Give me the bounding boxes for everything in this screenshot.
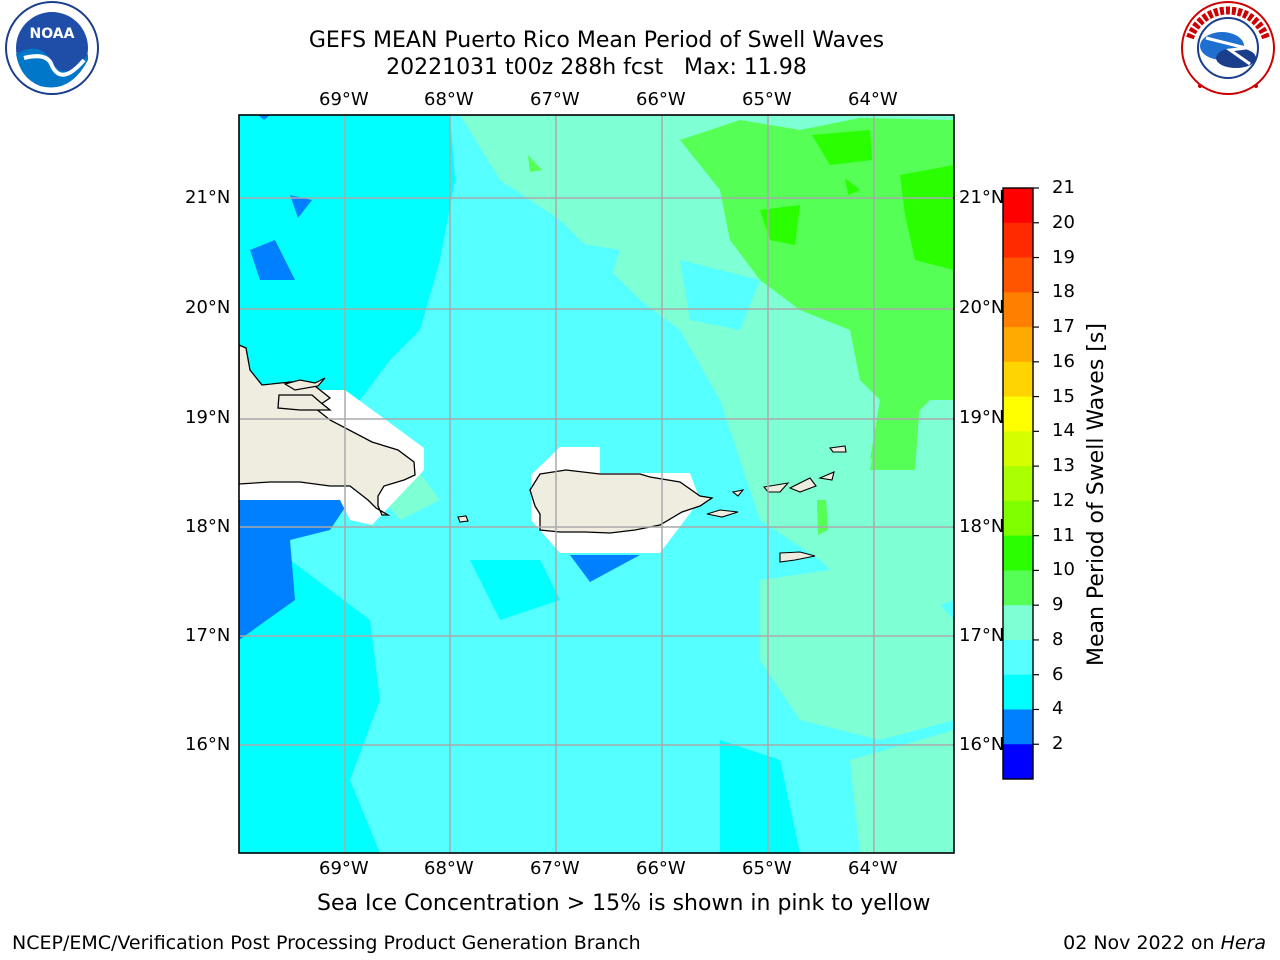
sea-ice-caption: Sea Ice Concentration > 15% is shown in …: [317, 891, 931, 916]
colorbar: [1001, 182, 1039, 785]
colorbar-tick-label: 16: [1052, 350, 1075, 372]
colorbar-tick-label: 19: [1052, 246, 1075, 268]
colorbar-tick-label: 4: [1052, 698, 1064, 720]
colorbar-tick-label: 11: [1052, 524, 1075, 546]
colorbar-swatch: [1003, 500, 1033, 537]
lon-label-bottom: 65°W: [742, 858, 792, 879]
lon-label-bottom: 66°W: [636, 858, 686, 879]
colorbar-tick-label: 14: [1052, 420, 1075, 442]
colorbar-swatch: [1003, 361, 1033, 398]
colorbar-tick-label: 9: [1052, 594, 1064, 616]
colorbar-tick-label: 21: [1052, 177, 1075, 198]
colorbar-frame: [1002, 187, 1034, 780]
svg-text:NOAA: NOAA: [30, 26, 75, 42]
lat-label-right: 17°N: [959, 625, 1005, 646]
footer-date: 02 Nov 2022 on Hera: [1063, 932, 1266, 954]
colorbar-tick-label: 8: [1052, 628, 1064, 650]
colorbar-tick-label: 10: [1052, 559, 1075, 581]
colorbar-title: Mean Period of Swell Waves [s]: [1084, 323, 1109, 666]
noaa-logo: NOAA: [5, 1, 99, 95]
lat-label-right: 21°N: [959, 187, 1005, 208]
lat-label-left: 21°N: [185, 187, 231, 208]
colorbar-tick-label: 18: [1052, 281, 1075, 303]
colorbar-tick-label: 15: [1052, 385, 1075, 407]
colorbar-swatch: [1003, 222, 1033, 259]
lon-label-top: 66°W: [636, 89, 686, 110]
colorbar-swatch: [1003, 709, 1033, 745]
map-frame: [238, 114, 955, 854]
colorbar-tick-label: 6: [1052, 663, 1064, 685]
colorbar-swatch: [1003, 188, 1033, 224]
colorbar-swatch: [1003, 744, 1033, 780]
colorbar-swatch: [1003, 674, 1033, 710]
lon-label-top: 68°W: [424, 89, 474, 110]
colorbar-tick-label: 13: [1052, 455, 1075, 477]
lat-label-left: 19°N: [185, 407, 231, 428]
colorbar-swatch: [1003, 396, 1033, 432]
chart-subtitle: 20221031 t00z 288h fcst Max: 11.98: [386, 55, 807, 80]
colorbar-swatch: [1003, 466, 1033, 502]
colorbar-swatch: [1003, 327, 1033, 363]
lon-label-bottom: 68°W: [424, 858, 474, 879]
colorbar-swatch: [1003, 639, 1033, 676]
lon-label-top: 64°W: [848, 89, 898, 110]
lat-label-left: 18°N: [185, 516, 231, 537]
colorbar-swatch: [1003, 605, 1033, 641]
map-field: [239, 115, 954, 853]
colorbar-swatch: [1003, 535, 1033, 571]
colorbar-swatch: [1003, 257, 1033, 293]
map-gridlines: [239, 115, 954, 853]
lat-label-left: 17°N: [185, 625, 231, 646]
colorbar-tick-label: 12: [1052, 489, 1075, 511]
colorbar-swatch: [1003, 431, 1033, 467]
colorbar-tick-label: 20: [1052, 211, 1075, 233]
colorbar-swatch: [1003, 292, 1033, 328]
lat-label-right: 16°N: [959, 734, 1005, 755]
lat-label-left: 16°N: [185, 734, 231, 755]
lon-label-top: 69°W: [319, 89, 369, 110]
lat-label-left: 20°N: [185, 297, 231, 318]
lat-label-right: 20°N: [959, 297, 1005, 318]
lon-label-top: 67°W: [530, 89, 580, 110]
footer-credit: NCEP/EMC/Verification Post Processing Pr…: [12, 932, 641, 954]
lon-label-bottom: 67°W: [530, 858, 580, 879]
footer-date-text: 02 Nov 2022 on: [1063, 932, 1215, 954]
colorbar-swatch: [1003, 570, 1033, 606]
footer-host: Hera: [1220, 932, 1266, 954]
lon-label-bottom: 64°W: [848, 858, 898, 879]
colorbar-tick-label: 17: [1052, 316, 1075, 338]
lat-label-right: 19°N: [959, 407, 1005, 428]
lon-label-top: 65°W: [742, 89, 792, 110]
lat-label-right: 18°N: [959, 516, 1005, 537]
nws-logo: [1181, 1, 1275, 95]
colorbar-tick-label: 2: [1052, 733, 1064, 755]
lon-label-bottom: 69°W: [319, 858, 369, 879]
chart-title: GEFS MEAN Puerto Rico Mean Period of Swe…: [308, 28, 885, 53]
